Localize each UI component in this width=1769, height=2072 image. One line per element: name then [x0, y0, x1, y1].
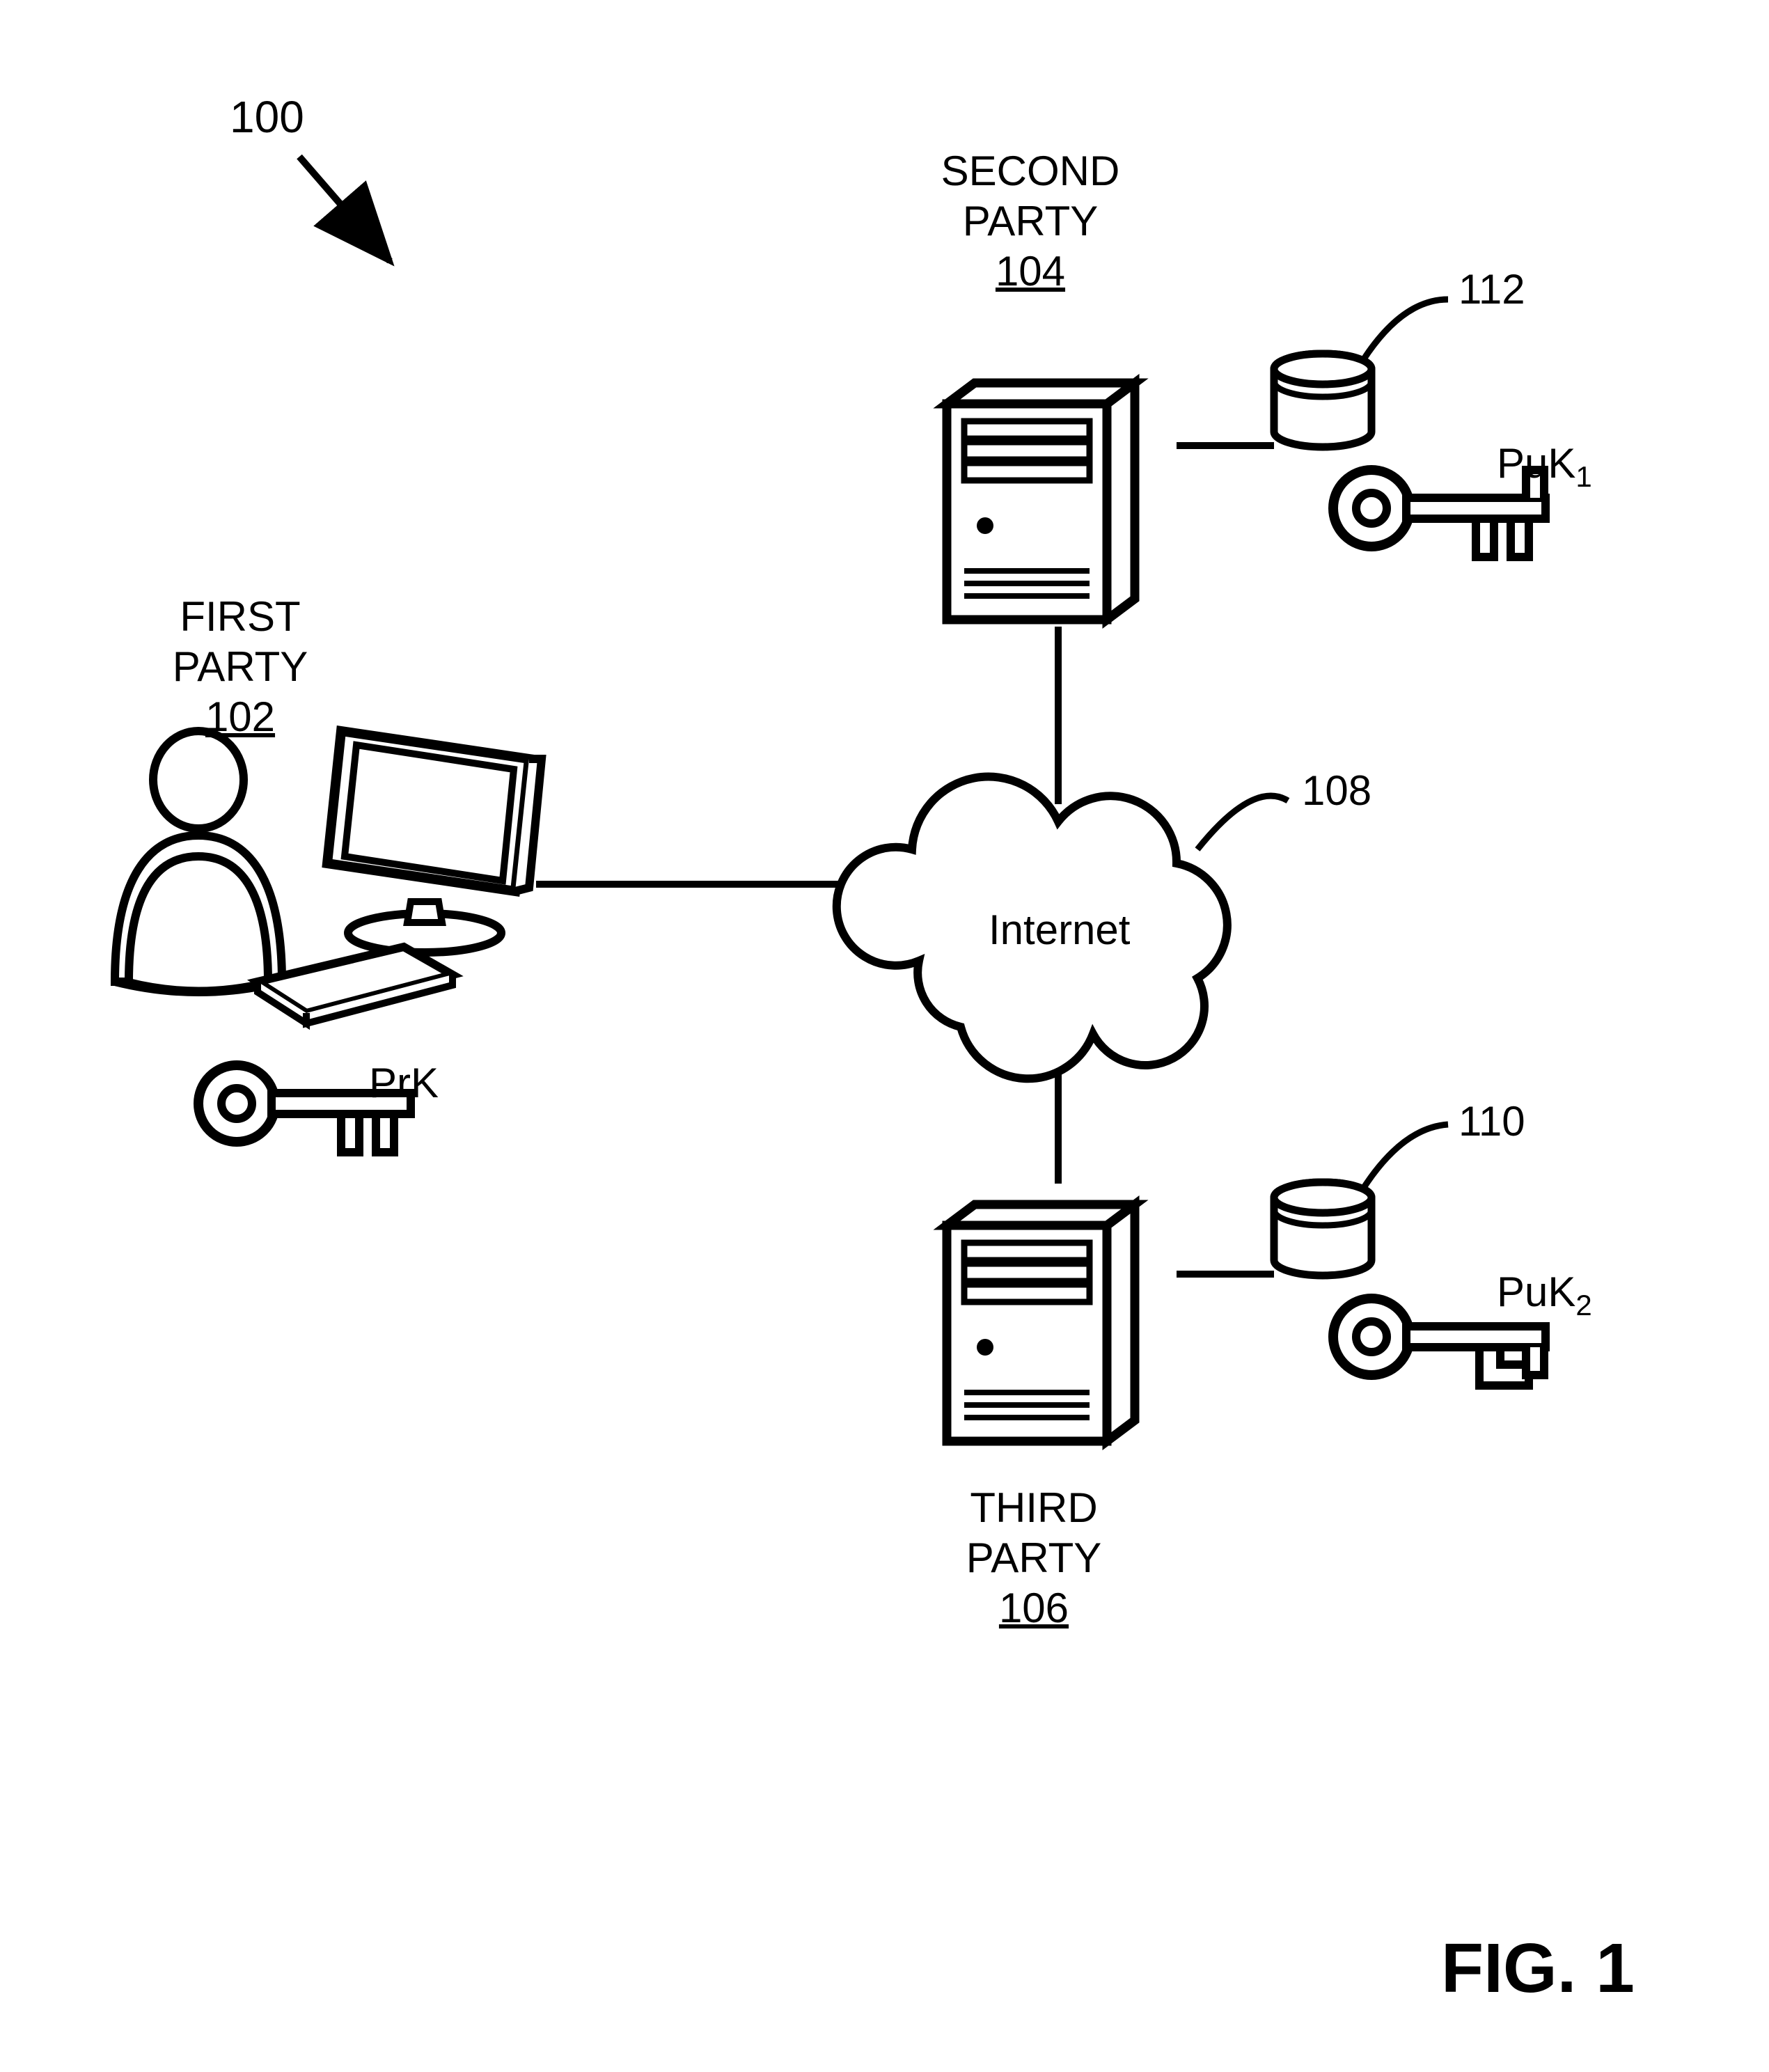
- db-bottom-ref: 110: [1459, 1097, 1525, 1147]
- leader-110: [1358, 1124, 1448, 1198]
- monitor-icon: [327, 731, 542, 952]
- database-icon-top: [1274, 354, 1371, 447]
- puk2-sub: 2: [1575, 1289, 1591, 1321]
- first-party-ref: 102: [205, 693, 275, 740]
- puk2-text: PuK: [1497, 1269, 1575, 1315]
- first-party-label: FIRST PARTY 102: [160, 592, 320, 742]
- diagram-canvas: 100 FIRST PARTY 102 SECOND PARTY 104 THI…: [0, 0, 1769, 2072]
- second-party-title: SECOND PARTY: [941, 148, 1120, 244]
- second-party-ref: 104: [996, 248, 1065, 295]
- figure-ref-number: 100: [230, 91, 304, 144]
- first-party-title: FIRST PARTY: [173, 593, 308, 690]
- figure-caption: FIG. 1: [1441, 1929, 1635, 2009]
- person-icon: [115, 731, 282, 992]
- puk2-label: PuK2: [1497, 1267, 1592, 1323]
- third-party-label: THIRD PARTY 106: [947, 1483, 1121, 1633]
- leader-112: [1358, 299, 1448, 369]
- keyboard-icon: [258, 947, 453, 1023]
- server-icon-bottom: [947, 1204, 1135, 1441]
- puk1-label: PuK1: [1497, 439, 1592, 494]
- third-party-ref: 106: [999, 1585, 1069, 1631]
- prk-label: PrK: [369, 1058, 439, 1108]
- third-party-title: THIRD PARTY: [966, 1484, 1102, 1581]
- server-icon-top: [947, 383, 1135, 620]
- puk1-sub: 1: [1575, 460, 1591, 493]
- second-party-label: SECOND PARTY 104: [929, 146, 1131, 297]
- leader-108: [1197, 796, 1288, 849]
- figure-ref-arrow: [299, 157, 390, 261]
- cloud-ref: 108: [1302, 766, 1371, 816]
- cloud-label: Internet: [989, 905, 1130, 955]
- database-icon-bottom: [1274, 1182, 1371, 1276]
- db-top-ref: 112: [1459, 265, 1525, 315]
- puk1-text: PuK: [1497, 440, 1575, 487]
